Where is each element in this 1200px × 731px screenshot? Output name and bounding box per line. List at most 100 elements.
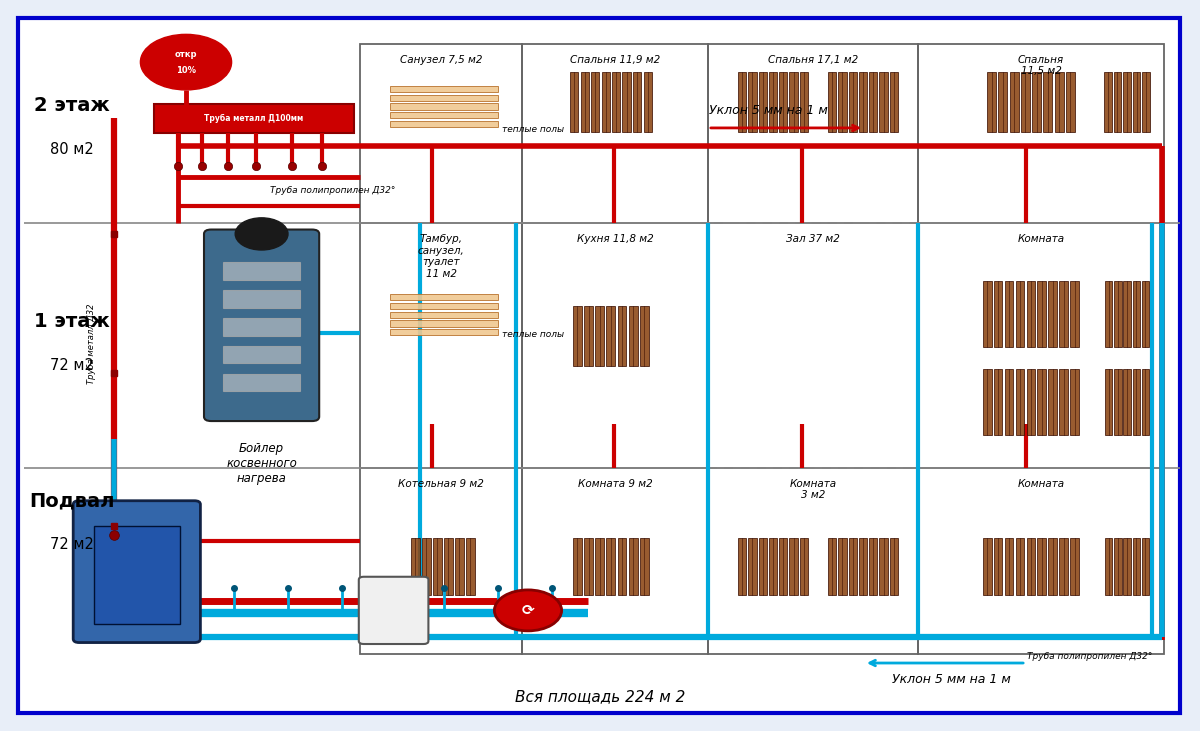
Bar xyxy=(848,538,857,595)
Bar xyxy=(360,468,522,654)
Bar xyxy=(1133,538,1140,595)
Bar xyxy=(581,72,589,132)
Bar xyxy=(522,44,708,223)
Bar xyxy=(390,294,498,300)
Bar xyxy=(595,306,605,366)
Bar xyxy=(522,468,708,654)
Bar xyxy=(574,306,582,366)
Bar xyxy=(1060,281,1068,347)
Bar xyxy=(390,86,498,92)
Bar xyxy=(1141,281,1148,347)
Bar xyxy=(779,72,787,132)
Text: откр: откр xyxy=(175,50,197,59)
Text: Труба металл Д100мм: Труба металл Д100мм xyxy=(204,114,304,123)
Bar xyxy=(1141,369,1148,435)
Bar xyxy=(880,72,888,132)
Bar xyxy=(839,72,846,132)
Bar xyxy=(1021,72,1030,132)
Bar xyxy=(1114,72,1121,132)
Bar xyxy=(918,223,1164,468)
Bar xyxy=(758,538,767,595)
Bar xyxy=(749,72,756,132)
Text: Уклон 5 мм на 1 м: Уклон 5 мм на 1 м xyxy=(709,104,827,117)
Text: Спальня
11,5 м2: Спальня 11,5 м2 xyxy=(1018,55,1064,77)
Bar xyxy=(1043,72,1052,132)
Bar xyxy=(1032,72,1042,132)
Bar xyxy=(360,44,522,223)
Text: Комната: Комната xyxy=(1018,234,1064,244)
Bar xyxy=(1123,281,1130,347)
Bar xyxy=(986,72,996,132)
Bar xyxy=(592,72,600,132)
Text: 1 этаж: 1 этаж xyxy=(34,312,110,331)
Text: Труба металл Д32: Труба металл Д32 xyxy=(86,303,96,384)
Text: теплые полы: теплые полы xyxy=(502,330,564,339)
FancyBboxPatch shape xyxy=(204,230,319,421)
Bar xyxy=(1070,538,1079,595)
Bar xyxy=(983,369,991,435)
Bar xyxy=(595,538,605,595)
Bar xyxy=(1026,538,1036,595)
Bar xyxy=(410,538,420,595)
Text: Кухня 11,8 м2: Кухня 11,8 м2 xyxy=(577,234,653,244)
Bar xyxy=(1060,369,1068,435)
Circle shape xyxy=(140,34,232,90)
Bar xyxy=(1070,369,1079,435)
Bar xyxy=(360,223,522,468)
Bar xyxy=(640,538,649,595)
Bar xyxy=(708,44,918,223)
Bar xyxy=(570,72,578,132)
Bar xyxy=(1123,369,1130,435)
Text: Комната
3 м2: Комната 3 м2 xyxy=(790,479,836,501)
Bar xyxy=(769,538,778,595)
Bar xyxy=(390,112,498,118)
Bar xyxy=(1123,538,1130,595)
Bar xyxy=(629,538,637,595)
Text: 72 м2: 72 м2 xyxy=(50,537,94,552)
Text: Уклон 5 мм на 1 м: Уклон 5 мм на 1 м xyxy=(893,673,1010,686)
Bar xyxy=(466,538,475,595)
Bar xyxy=(643,72,652,132)
Text: Котельная 9 м2: Котельная 9 м2 xyxy=(398,479,484,489)
Bar xyxy=(1133,72,1140,132)
Bar xyxy=(1060,538,1068,595)
Bar xyxy=(749,538,756,595)
Bar xyxy=(574,538,582,595)
Bar xyxy=(1142,72,1150,132)
Bar xyxy=(790,72,798,132)
Bar xyxy=(1049,369,1057,435)
Bar xyxy=(1015,281,1025,347)
Bar xyxy=(601,72,610,132)
Text: Подвал: Подвал xyxy=(29,491,115,510)
Bar xyxy=(455,538,463,595)
Bar xyxy=(584,306,593,366)
Bar xyxy=(1009,72,1019,132)
Bar xyxy=(223,374,300,391)
Bar xyxy=(848,72,857,132)
Bar xyxy=(998,72,1007,132)
Text: 72 м2: 72 м2 xyxy=(50,358,94,373)
Bar xyxy=(1105,281,1112,347)
Bar xyxy=(223,346,300,363)
Bar xyxy=(1049,538,1057,595)
Text: Спальня 17,1 м2: Спальня 17,1 м2 xyxy=(768,55,858,65)
Bar xyxy=(799,538,808,595)
Bar xyxy=(889,538,898,595)
FancyBboxPatch shape xyxy=(73,501,200,643)
Bar xyxy=(1133,369,1140,435)
Bar xyxy=(390,311,498,318)
Bar xyxy=(390,94,498,101)
Bar xyxy=(618,538,626,595)
Bar xyxy=(390,303,498,309)
Text: Бойлер
косвенного
нагрева: Бойлер косвенного нагрева xyxy=(226,442,298,485)
Text: Тамбур,
санузел,
туалет
11 м2: Тамбур, санузел, туалет 11 м2 xyxy=(418,234,464,279)
Text: Труба полипропилен Д32°: Труба полипропилен Д32° xyxy=(270,186,395,194)
Bar xyxy=(1004,369,1014,435)
Bar xyxy=(738,72,746,132)
Text: 2 этаж: 2 этаж xyxy=(34,96,110,115)
Bar xyxy=(444,538,452,595)
Bar xyxy=(1115,538,1122,595)
Bar xyxy=(422,538,431,595)
Bar xyxy=(790,538,798,595)
Bar xyxy=(1055,72,1063,132)
